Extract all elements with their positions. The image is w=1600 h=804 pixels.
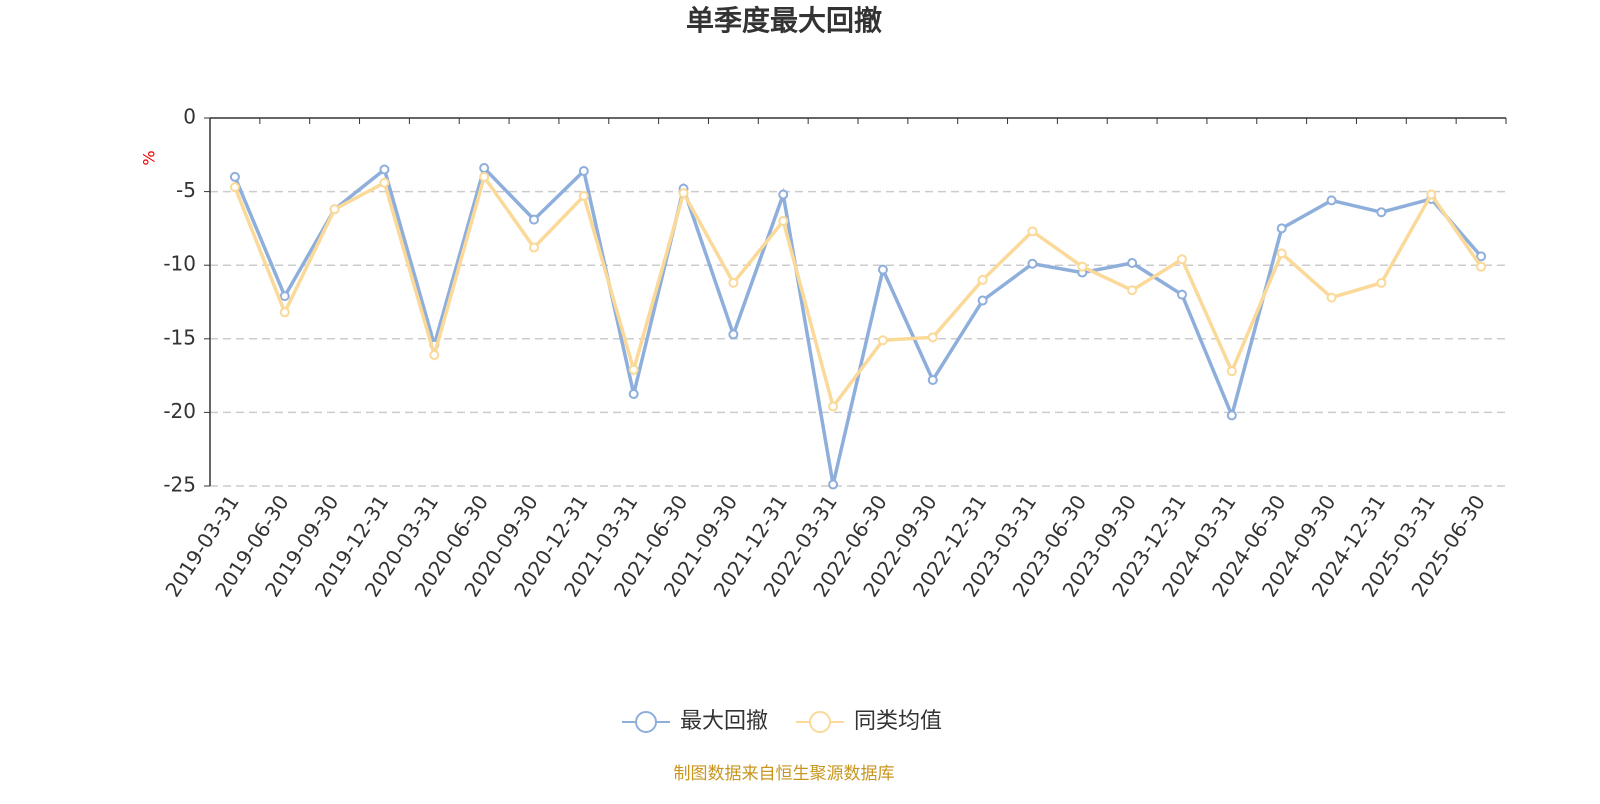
y-axis-label: % — [140, 150, 159, 165]
point — [1476, 251, 1487, 262]
legend-label: 同类均值 — [854, 709, 942, 734]
y-tick-label: -5 — [176, 178, 196, 202]
legend-marker — [809, 711, 831, 733]
point — [778, 216, 789, 227]
point — [1027, 226, 1038, 237]
point — [1426, 189, 1437, 200]
point — [778, 189, 789, 200]
y-tick-label: -10 — [163, 252, 196, 276]
point — [877, 264, 888, 275]
point — [529, 242, 539, 253]
point — [1276, 248, 1287, 259]
point — [1177, 289, 1187, 300]
point — [578, 165, 589, 176]
point — [1476, 261, 1487, 272]
point — [1276, 223, 1287, 234]
point — [728, 329, 739, 340]
point — [1027, 258, 1038, 269]
point — [279, 307, 290, 318]
point — [329, 204, 340, 215]
point — [678, 188, 689, 199]
y-tick-label: -20 — [163, 399, 196, 423]
point — [479, 163, 490, 174]
point — [628, 389, 639, 399]
source-note: 制图数据来自恒生聚源数据库 — [674, 764, 895, 784]
point — [828, 401, 839, 412]
legend-label: 最大回撤 — [680, 709, 768, 734]
point — [1376, 277, 1387, 288]
point — [927, 375, 938, 386]
point — [229, 182, 240, 193]
point — [977, 274, 988, 285]
point — [379, 177, 390, 188]
point — [828, 479, 839, 490]
point — [279, 291, 290, 302]
point — [229, 171, 240, 182]
point — [1376, 207, 1387, 218]
point — [529, 214, 539, 225]
point — [628, 364, 639, 375]
y-tick-label: -15 — [163, 325, 196, 349]
point — [977, 295, 988, 306]
y-tick-label: -25 — [163, 473, 196, 497]
point — [1177, 254, 1187, 265]
point — [479, 171, 490, 182]
point — [877, 335, 888, 346]
point — [1077, 261, 1088, 272]
series-line — [233, 164, 1483, 485]
point — [927, 332, 938, 343]
chart-title: 单季度最大回撤 — [686, 4, 882, 37]
point — [1326, 195, 1337, 206]
point — [578, 191, 589, 202]
point — [728, 277, 739, 288]
point — [1226, 410, 1237, 421]
legend-marker — [635, 711, 657, 733]
y-tick-label: 0 — [183, 105, 196, 129]
point — [1127, 257, 1138, 268]
point — [1127, 285, 1138, 296]
point — [379, 164, 390, 175]
point — [1226, 366, 1237, 377]
point — [1326, 292, 1337, 303]
series-line — [233, 172, 1483, 411]
point — [429, 349, 440, 360]
